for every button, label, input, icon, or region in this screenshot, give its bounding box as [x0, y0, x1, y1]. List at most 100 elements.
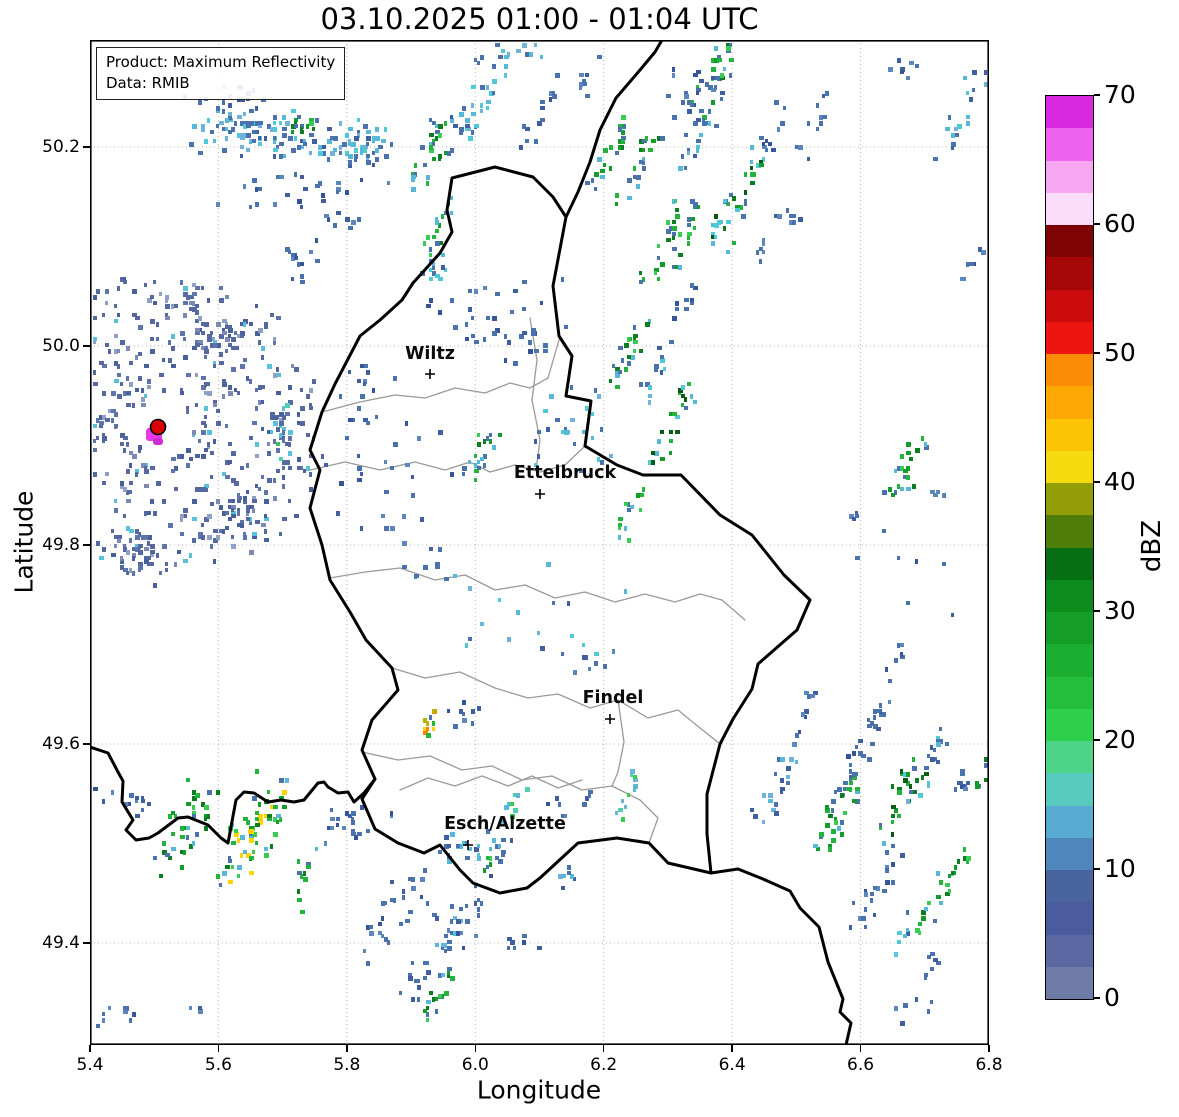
france-belgium-border	[88, 745, 377, 845]
colorbar-tick-label: 70	[1104, 80, 1136, 109]
radar-echo-layer	[93, 43, 989, 1028]
colorbar-segment	[1046, 192, 1093, 225]
district-borders-layer	[309, 317, 746, 844]
colorbar-segment	[1046, 869, 1093, 903]
radar-site-marker	[146, 418, 167, 445]
x-tick-mark	[859, 1045, 862, 1052]
colorbar-tick-mark	[1094, 868, 1100, 870]
page-title: 03.10.2025 01:00 - 01:04 UTC	[320, 2, 759, 36]
colorbar-segment	[1046, 772, 1093, 806]
colorbar-segment	[1046, 805, 1093, 838]
colorbar-segment	[1046, 611, 1093, 645]
y-tick-label: 50.0	[42, 336, 80, 356]
colorbar-segment	[1046, 353, 1093, 387]
x-tick-label: 5.6	[204, 1055, 232, 1075]
city-label: Ettelbruck	[514, 463, 617, 483]
x-tick-mark	[731, 1045, 733, 1052]
colorbar-segment	[1046, 224, 1093, 258]
dbz-colorbar	[1045, 95, 1094, 1000]
city-markers-layer: Wiltz Ettelbruck Findel Esch/Alzette	[405, 344, 643, 850]
colorbar-tick-mark	[1094, 997, 1100, 999]
y-tick-mark	[83, 345, 90, 347]
x-tick-label: 5.4	[76, 1055, 104, 1075]
x-tick-label: 6.4	[718, 1055, 746, 1075]
colorbar-segment	[1046, 450, 1093, 483]
x-tick-mark	[217, 1045, 220, 1052]
colorbar-segment	[1046, 95, 1093, 129]
colorbar-tick-mark	[1094, 223, 1100, 225]
colorbar-unit-label: dBZ	[1137, 519, 1167, 573]
x-tick-mark	[602, 1045, 605, 1052]
colorbar-segment	[1046, 289, 1093, 322]
y-tick-mark	[83, 146, 90, 148]
y-tick-mark	[83, 743, 90, 745]
data-source-label: Data: RMIB	[106, 74, 190, 92]
colorbar-tick-mark	[1094, 94, 1100, 96]
x-tick-label: 6.0	[461, 1055, 489, 1075]
colorbar-segment	[1046, 514, 1093, 548]
y-tick-mark	[83, 942, 90, 944]
city-plus-icon	[425, 369, 435, 379]
city-label: Wiltz	[405, 344, 455, 364]
colorbar-segment	[1046, 708, 1093, 741]
x-tick-label: 6.2	[590, 1055, 618, 1075]
y-tick-label: 49.4	[42, 933, 80, 953]
colorbar-tick-mark	[1094, 610, 1100, 612]
city-plus-icon	[605, 714, 615, 724]
product-info-box: Product: Maximum Reflectivity Data: RMIB	[96, 47, 346, 100]
product-label: Product: Maximum Reflectivity	[106, 53, 336, 71]
city-label: Esch/Alzette	[444, 814, 566, 834]
colorbar-segment	[1046, 676, 1093, 709]
y-tick-label: 49.6	[42, 734, 80, 754]
colorbar-segment	[1046, 837, 1093, 870]
luxembourg-border	[308, 165, 812, 895]
colorbar-segment	[1046, 901, 1093, 935]
radar-map-canvas: Wiltz Ettelbruck Findel Esch/Alzette	[88, 38, 990, 1047]
colorbar-tick-label: 60	[1104, 209, 1136, 238]
colorbar-tick-label: 40	[1104, 467, 1136, 496]
colorbar-segment	[1046, 934, 1093, 967]
y-tick-mark	[83, 544, 90, 546]
colorbar-segment	[1046, 385, 1093, 419]
colorbar-segment	[1046, 740, 1093, 774]
colorbar-tick-label: 50	[1104, 338, 1136, 367]
x-tick-mark	[474, 1045, 477, 1052]
colorbar-segment	[1046, 482, 1093, 516]
colorbar-tick-label: 20	[1104, 725, 1136, 754]
colorbar-segment	[1046, 418, 1093, 451]
colorbar-tick-label: 10	[1104, 854, 1136, 883]
city-plus-icon	[463, 840, 473, 850]
colorbar-segment	[1046, 579, 1093, 612]
colorbar-segment	[1046, 321, 1093, 354]
x-tick-label: 6.8	[975, 1055, 1003, 1075]
map-plot-area: Wiltz Ettelbruck Findel Esch/Alzette	[88, 38, 990, 1047]
plot-frame	[90, 40, 990, 1046]
colorbar-tick-mark	[1094, 739, 1100, 741]
x-tick-label: 5.8	[333, 1055, 361, 1075]
x-tick-mark	[89, 1045, 91, 1052]
colorbar-segment	[1046, 966, 1093, 999]
radar-site-dot	[149, 418, 167, 436]
colorbar-tick-mark	[1094, 481, 1100, 483]
country-borders-layer	[88, 38, 853, 1047]
colorbar-tick-mark	[1094, 352, 1100, 354]
colorbar-tick-label: 30	[1104, 596, 1136, 625]
x-tick-mark	[346, 1045, 348, 1052]
colorbar-segment	[1046, 547, 1093, 580]
colorbar-segment	[1046, 160, 1093, 193]
gridlines-layer	[90, 40, 989, 1045]
city-label: Findel	[583, 688, 644, 708]
y-tick-label: 49.8	[42, 535, 80, 555]
city-plus-icon	[535, 489, 545, 499]
x-axis-label: Longitude	[476, 1075, 602, 1105]
france-germany-border	[709, 867, 853, 1047]
colorbar-segment	[1046, 256, 1093, 290]
x-tick-label: 6.6	[847, 1055, 875, 1075]
colorbar-tick-label: 0	[1104, 983, 1120, 1012]
x-tick-mark	[988, 1045, 990, 1052]
colorbar-segment	[1046, 127, 1093, 161]
belgium-germany-border	[564, 38, 664, 219]
colorbar-segment	[1046, 643, 1093, 677]
y-tick-label: 50.2	[42, 137, 80, 157]
